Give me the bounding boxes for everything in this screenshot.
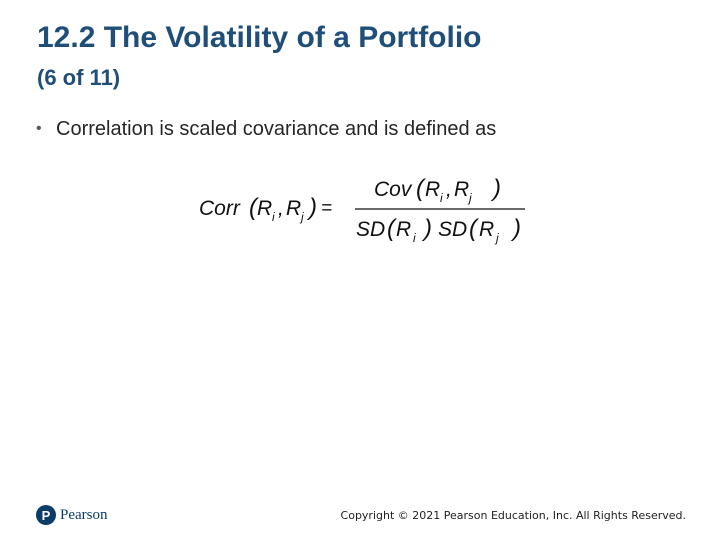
formula-num-comma: , (446, 178, 452, 201)
slide-title: 12.2 The Volatility of a Portfolio (37, 21, 482, 54)
formula-den-sub-i: i (413, 231, 416, 245)
pearson-logo-icon: P (36, 505, 56, 525)
formula-den-open-paren-2: ( (469, 215, 480, 242)
formula-den-close-paren-2: ) (510, 215, 521, 242)
formula-num-var-1: R (425, 178, 440, 201)
formula-num-close-paren: ) (490, 175, 501, 202)
formula-den-var-2: R (479, 218, 494, 241)
formula-lhs-var-2: R (286, 197, 301, 220)
formula-den-close-paren-1: ) (421, 215, 432, 242)
formula-num-fn: Cov (374, 178, 413, 201)
pearson-wordmark: Pearson (60, 506, 108, 523)
formula-lhs-sub-j: j (299, 210, 304, 224)
formula-num-sub-j: j (467, 191, 472, 205)
formula-num-sub-i: i (440, 191, 443, 205)
slide-subtitle: (6 of 11) (37, 65, 121, 90)
pearson-logo: P Pearson (36, 503, 108, 527)
formula-den-sub-j: j (494, 231, 499, 245)
formula-den-var-1: R (396, 218, 411, 241)
formula-den-fn-1: SD (356, 218, 385, 241)
formula-num-var-2: R (454, 178, 469, 201)
bullet-item: • Correlation is scaled covariance and is… (36, 115, 496, 143)
formula-num-open-paren: ( (416, 175, 427, 202)
bullet-text: Correlation is scaled covariance and is … (56, 118, 497, 140)
formula-lhs-var-1: R (257, 197, 272, 220)
formula-lhs-close-paren: ) (306, 194, 317, 221)
copyright-notice: Copyright © 2021 Pearson Education, Inc.… (340, 509, 686, 522)
formula-den-open-paren-1: ( (387, 215, 398, 242)
formula-lhs-fn: Corr (199, 197, 241, 220)
bullet-dot-icon: • (36, 120, 42, 137)
formula-lhs-comma: , (278, 197, 284, 220)
formula-equals: = (321, 198, 332, 219)
formula-lhs-open-paren: ( (249, 194, 260, 221)
correlation-formula: Corr ( R i , R j ) = Cov ( R i , R j ) S… (199, 175, 525, 245)
formula-lhs-sub-i: i (272, 210, 275, 224)
formula-den-fn-2: SD (438, 218, 467, 241)
